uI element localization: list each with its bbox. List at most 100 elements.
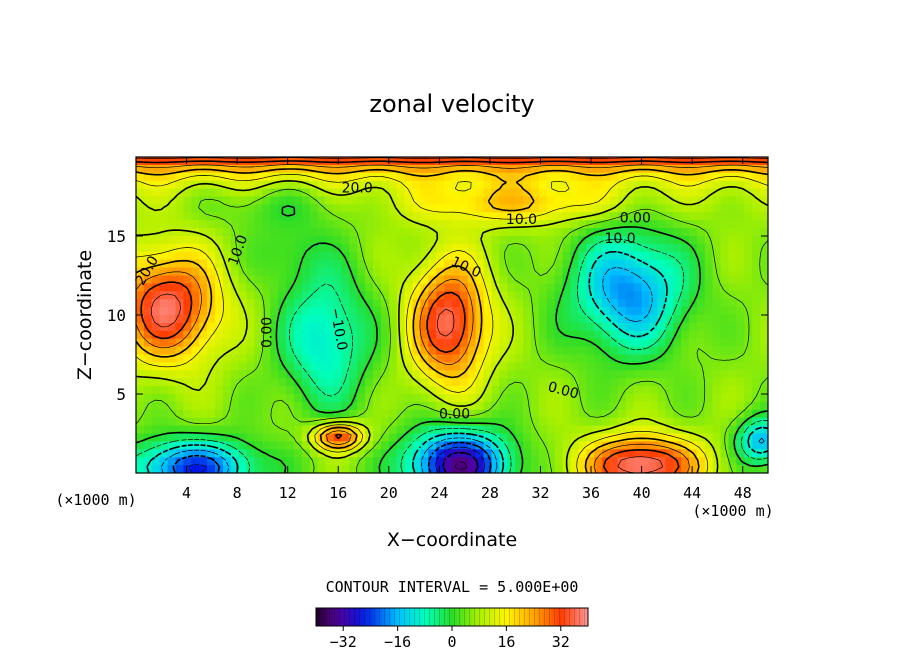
field-cell (373, 243, 382, 253)
field-cell (602, 172, 611, 182)
field-cell (736, 243, 745, 253)
field-cell (554, 394, 564, 403)
field-cell (341, 204, 350, 213)
field-cell (278, 330, 287, 340)
field-cell (286, 307, 295, 316)
field-cell (617, 204, 627, 213)
field-cell (602, 338, 611, 348)
field-cell (515, 362, 524, 371)
field-cell (151, 212, 161, 221)
x-tick-label: 28 (481, 484, 499, 502)
field-cell (444, 386, 453, 395)
field-cell (594, 259, 603, 269)
field-cell (199, 465, 208, 473)
field-cell (357, 338, 366, 348)
contour-label: 0.00 (546, 379, 580, 403)
field-cell (159, 441, 169, 450)
field-cell (736, 441, 745, 450)
field-cell (388, 362, 398, 371)
field-cell (309, 449, 319, 458)
field-cell (230, 370, 240, 379)
field-cell (373, 441, 382, 450)
field-cell (720, 307, 730, 316)
field-cell (270, 228, 279, 237)
field-cell (444, 338, 453, 348)
field-cell (578, 228, 587, 237)
field-cell (507, 243, 516, 253)
field-cell (633, 283, 643, 292)
field-cell (531, 259, 540, 269)
field-cell (286, 267, 295, 277)
field-cell (373, 425, 382, 435)
field-cell (681, 433, 690, 442)
field-cell (610, 212, 619, 221)
contour-line (136, 157, 768, 473)
field-cell (499, 196, 508, 205)
field-cell (554, 259, 564, 269)
field-cell (238, 315, 248, 324)
field-cell (365, 228, 374, 237)
field-cell (507, 259, 516, 269)
field-cell (286, 409, 295, 419)
field-cell (199, 220, 208, 229)
field-cell (594, 457, 603, 466)
field-cell (515, 188, 524, 198)
field-cell (452, 236, 461, 245)
field-cell (167, 299, 177, 308)
field-cell (175, 417, 184, 427)
field-cell (420, 291, 429, 300)
field-cell (594, 330, 603, 340)
field-cell (357, 457, 366, 466)
field-cell (515, 465, 524, 473)
field-cell (428, 180, 437, 190)
field-cell (191, 291, 200, 300)
field-cell (238, 299, 248, 308)
field-cell (412, 204, 421, 213)
field-cell (720, 330, 730, 340)
field-cell (278, 425, 287, 435)
field-cell (491, 267, 500, 277)
field-cell (546, 204, 556, 213)
field-cell (752, 196, 761, 205)
field-cell (294, 449, 303, 458)
field-cell (689, 338, 698, 348)
field-cell (507, 409, 516, 419)
field-cell (515, 204, 524, 213)
field-cell (373, 457, 382, 466)
field-cell (262, 283, 271, 292)
field-cell (594, 283, 603, 292)
field-cell (444, 457, 453, 466)
field-cell (404, 228, 414, 237)
field-cell (254, 259, 263, 269)
field-cell (665, 370, 674, 379)
field-cell (436, 243, 445, 253)
field-cell (760, 259, 768, 269)
field-cell (215, 315, 224, 324)
field-cell (483, 401, 493, 411)
field-cell (175, 354, 184, 363)
field-cell (736, 386, 745, 395)
field-cell (459, 386, 469, 395)
field-cell (523, 322, 532, 332)
field-cell (396, 465, 406, 473)
field-cell (578, 386, 587, 395)
field-cell (444, 362, 453, 371)
field-cell (301, 267, 311, 277)
field-cell (222, 299, 232, 308)
field-cell (294, 307, 303, 316)
field-cell (420, 457, 429, 466)
field-cell (286, 465, 295, 473)
field-cell (562, 212, 572, 221)
field-cell (554, 409, 564, 419)
field-cell (444, 267, 453, 277)
field-cell (191, 425, 200, 435)
field-cell (199, 251, 208, 261)
field-cell (333, 267, 342, 277)
field-cell (175, 259, 184, 269)
field-cell (191, 433, 200, 442)
x-tick-label: 40 (633, 484, 651, 502)
field-cell (475, 283, 485, 292)
field-cell (301, 196, 311, 205)
field-cell (222, 236, 232, 245)
field-cell (760, 204, 768, 213)
